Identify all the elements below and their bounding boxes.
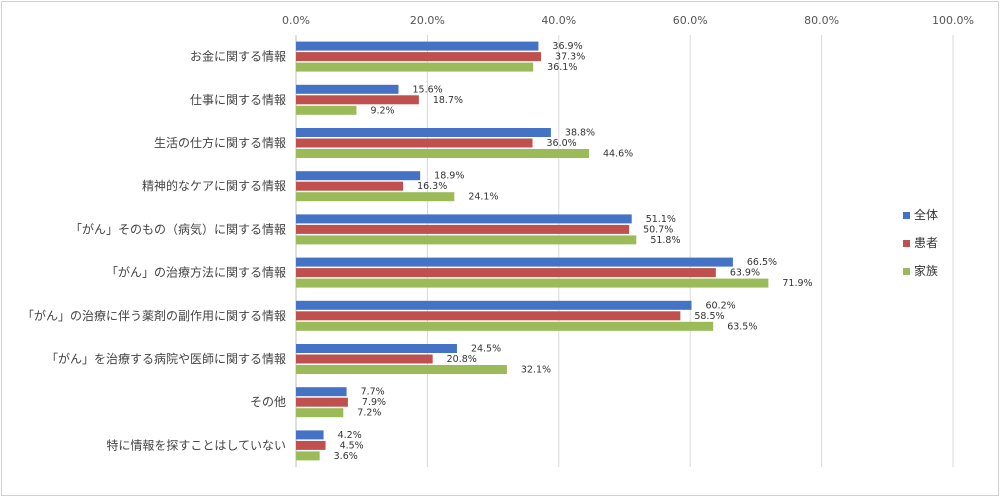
bar-患者	[296, 440, 326, 450]
bar-家族	[296, 321, 714, 331]
bar-患者	[296, 311, 681, 321]
data-label: 9.2%	[370, 105, 394, 116]
x-tick-label: 40.0%	[541, 14, 576, 27]
bars	[296, 41, 769, 461]
data-label: 66.5%	[747, 257, 777, 268]
bar-全体	[296, 84, 399, 94]
bar-家族	[296, 278, 769, 288]
data-label: 36.0%	[547, 138, 577, 149]
bar-患者	[296, 397, 348, 407]
data-label: 36.1%	[547, 62, 577, 73]
bar-家族	[296, 408, 344, 418]
legend-label: 家族	[914, 263, 938, 278]
bar-全体	[296, 300, 692, 310]
category-label: 生活の仕方に関する情報	[154, 135, 286, 150]
bar-全体	[296, 257, 733, 267]
x-axis-ticks: 0.0% 20.0% 40.0% 60.0% 80.0% 100.0%	[282, 14, 974, 27]
data-label: 20.8%	[447, 354, 477, 365]
data-label: 32.1%	[521, 365, 551, 376]
data-label: 18.7%	[433, 95, 463, 106]
bar-家族	[296, 105, 357, 115]
category-label: 特に情報を探すことはしていない	[106, 437, 286, 452]
category-label: 「がん」を治療する病院や医師に関する情報	[46, 351, 286, 366]
bar-患者	[296, 268, 716, 278]
legend-swatch	[903, 268, 910, 275]
x-tick-label: 20.0%	[410, 14, 445, 27]
data-label: 37.3%	[555, 52, 585, 63]
data-label: 4.5%	[340, 440, 364, 451]
category-label: 仕事に関する情報	[190, 93, 286, 107]
bar-患者	[296, 95, 419, 105]
bar-家族	[296, 235, 637, 245]
bar-患者	[296, 52, 542, 62]
bar-全体	[296, 128, 551, 137]
data-label: 24.1%	[468, 192, 498, 203]
data-label: 15.6%	[412, 84, 442, 95]
category-labels: お金に関する情報仕事に関する情報生活の仕方に関する情報精神的なケアに関する情報「…	[22, 49, 286, 453]
legend-swatch	[903, 212, 910, 219]
data-label: 63.5%	[727, 321, 757, 332]
category-label: その他	[250, 395, 286, 409]
bar-家族	[296, 149, 590, 158]
data-label: 51.8%	[650, 235, 680, 246]
data-label: 3.6%	[334, 451, 358, 462]
category-label: お金に関する情報	[190, 49, 286, 64]
bar-全体	[296, 344, 457, 353]
x-tick-label: 60.0%	[673, 14, 708, 27]
bar-全体	[296, 171, 421, 181]
x-tick-label: 80.0%	[804, 14, 839, 27]
bar-家族	[296, 365, 507, 374]
data-label: 58.5%	[694, 311, 724, 322]
x-tick-label: 0.0%	[282, 14, 310, 27]
bar-患者	[296, 354, 433, 364]
legend-label: 全体	[914, 207, 938, 222]
data-label: 36.9%	[552, 41, 582, 52]
legend-label: 患者	[914, 236, 938, 250]
category-label: 「がん」の治療に伴う薬剤の副作用に関する情報	[22, 308, 286, 323]
data-label: 60.2%	[706, 300, 736, 311]
data-label: 18.9%	[434, 171, 464, 182]
data-labels: 36.9%37.3%36.1% 15.6%18.7% 9.2% 38.8%36.0% 4…	[334, 41, 813, 462]
bar-全体	[296, 430, 324, 440]
data-label: 44.6%	[603, 149, 633, 160]
data-label: 51.1%	[646, 214, 676, 225]
data-label: 7.7%	[361, 387, 385, 398]
bar-全体	[296, 387, 347, 397]
data-label: 63.9%	[730, 268, 760, 279]
data-label: 38.8%	[565, 128, 595, 139]
bar-患者	[296, 181, 404, 191]
bar-全体	[296, 214, 632, 224]
data-label: 4.2%	[338, 430, 362, 441]
data-label: 7.2%	[357, 408, 381, 419]
data-label: 24.5%	[471, 344, 501, 355]
bar-患者	[296, 224, 630, 234]
x-tick-label: 100.0%	[932, 14, 974, 27]
bar-全体	[296, 41, 539, 51]
data-label: 16.3%	[417, 181, 447, 192]
category-label: 「がん」の治療方法に関する情報	[106, 265, 286, 280]
bar-家族	[296, 62, 534, 72]
data-label: 50.7%	[643, 224, 673, 235]
data-label: 7.9%	[362, 397, 386, 408]
legend-swatch	[903, 240, 910, 247]
bar-患者	[296, 138, 533, 148]
category-label: 「がん」そのもの（病気）に関する情報	[70, 221, 286, 236]
category-label: 精神的なケアに関する情報	[142, 178, 286, 193]
bar-家族	[296, 451, 320, 461]
data-label: 71.9%	[782, 278, 812, 289]
bar-家族	[296, 192, 455, 202]
